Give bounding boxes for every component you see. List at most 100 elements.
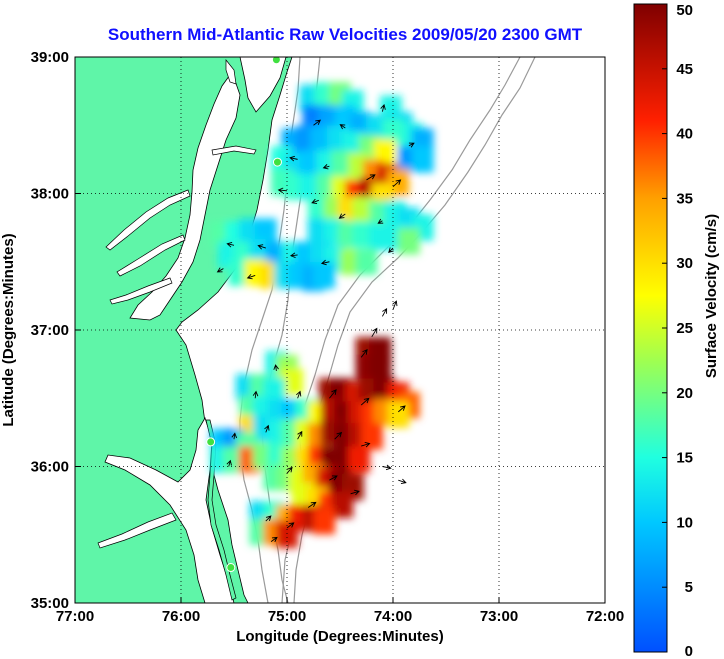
- station-marker: [272, 157, 282, 167]
- x-tick-label: 75:00: [268, 608, 306, 625]
- y-axis-label: Latitude (Degrees:Minutes): [0, 233, 17, 426]
- velocity-arrow: [408, 142, 415, 148]
- speed-cell: [373, 139, 396, 166]
- velocity-arrow: [246, 273, 256, 280]
- colorbar-tick-label: 15: [676, 450, 693, 467]
- speed-cell: [331, 491, 354, 518]
- station-marker: [206, 437, 216, 447]
- colorbar-tick-label: 25: [676, 320, 693, 337]
- x-axis-ticks: 77:00 76:00 75:00 74:00 73:00 72:00: [56, 597, 624, 625]
- y-tick-label: 35:00: [31, 595, 69, 612]
- potomac-river: [105, 189, 191, 251]
- y-tick-label: 38:00: [31, 186, 69, 203]
- x-tick-label: 77:00: [56, 608, 94, 625]
- colorbar-tick-label: 5: [685, 579, 693, 596]
- velocity-arrow: [257, 244, 266, 250]
- velocity-arrow: [289, 252, 298, 259]
- x-axis-label: Longitude (Degrees:Minutes): [236, 628, 444, 645]
- x-tick-label: 73:00: [480, 608, 518, 625]
- velocity-arrow: [264, 424, 270, 433]
- speed-cell: [382, 118, 404, 146]
- speed-cell: [313, 262, 336, 289]
- velocity-arrow: [361, 442, 371, 448]
- colorbar-tick-label: 50: [676, 2, 693, 19]
- y-tick-label: 36:00: [31, 459, 69, 476]
- y-axis-ticks: 35:00 36:00 37:00 38:00 39:00: [31, 49, 81, 612]
- velocity-arrow: [366, 174, 376, 181]
- velocity-arrow: [216, 267, 224, 273]
- speed-cell: [348, 446, 371, 473]
- velocity-vectors: [216, 103, 415, 543]
- velocity-arrow: [392, 179, 402, 188]
- speed-cell: [352, 196, 375, 224]
- velocity-arrow: [311, 198, 319, 204]
- velocity-arrow: [286, 522, 295, 529]
- speed-cell: [355, 248, 378, 275]
- y-tick-label: 39:00: [31, 49, 69, 66]
- york-river: [109, 277, 173, 305]
- velocity-arrow: [313, 119, 321, 126]
- rappahannock-river: [116, 234, 186, 277]
- delaware-bay: [239, 57, 287, 113]
- velocity-arrow: [297, 430, 303, 440]
- speed-cell: [387, 401, 410, 428]
- colorbar-label: Surface Velocity (cm/s): [703, 214, 720, 378]
- velocity-fields: [210, 81, 434, 548]
- map-axes: 77:00 76:00 75:00 74:00 73:00 72:00 35:00 36:0…: [31, 49, 625, 625]
- velocity-arrow: [339, 124, 346, 130]
- x-tick-label: 72:00: [586, 608, 624, 625]
- velocity-arrow: [322, 164, 330, 170]
- colorbar-tick-label: 0: [685, 643, 693, 659]
- velocity-arrow: [265, 515, 272, 522]
- velocity-arrow: [289, 155, 298, 162]
- x-tick-label: 76:00: [162, 608, 200, 625]
- velocity-arrow: [277, 187, 288, 194]
- speed-cell: [299, 150, 322, 177]
- colorbar-tick-label: 30: [676, 255, 693, 272]
- station-marker: [226, 563, 236, 573]
- velocity-arrow: [360, 348, 368, 358]
- speed-cell: [397, 228, 420, 255]
- velocity-arrow: [329, 475, 338, 481]
- speed-cell: [411, 146, 434, 173]
- coast-stations: [206, 57, 282, 573]
- velocity-arrow: [360, 397, 370, 406]
- velocity-arrow: [380, 103, 386, 112]
- velocity-arrow: [296, 390, 302, 399]
- upper-bay: [225, 59, 237, 85]
- x-tick-label: 74:00: [374, 608, 412, 625]
- speed-cell: [360, 423, 383, 450]
- speed-cell: [309, 125, 332, 153]
- speed-cell: [281, 368, 304, 396]
- speed-cell: [369, 354, 392, 382]
- velocity-arrow: [388, 247, 394, 253]
- velocity-arrow: [382, 307, 388, 317]
- velocity-arrow: [338, 213, 346, 219]
- speed-cell: [352, 221, 375, 248]
- colorbar-tick-label: 10: [676, 514, 693, 531]
- velocity-arrow: [350, 489, 360, 496]
- velocity-arrow: [334, 431, 343, 440]
- colorbar-tick-label: 35: [676, 190, 693, 207]
- speed-cell: [313, 507, 336, 535]
- speed-cell: [254, 218, 277, 245]
- velocity-arrow: [377, 218, 384, 224]
- velocity-arrow: [270, 536, 278, 543]
- chart-title: Southern Mid-Atlantic Raw Velocities 200…: [108, 25, 583, 44]
- velocity-arrow: [320, 259, 330, 266]
- velocity-arrow: [252, 390, 259, 399]
- colorbar-tick-label: 40: [676, 126, 693, 143]
- colorbar-tick-label: 20: [676, 385, 693, 402]
- velocity-arrow: [226, 459, 232, 467]
- colorbar-gradient: [633, 3, 668, 653]
- velocity-arrow: [307, 501, 317, 508]
- velocity-arrow: [398, 405, 406, 413]
- velocity-arrow: [398, 478, 407, 484]
- map-grid: [75, 57, 605, 603]
- choptank-river: [211, 145, 257, 156]
- speed-cell: [331, 150, 354, 177]
- chesapeake-bay: [129, 71, 241, 321]
- pamlico-inlet: [97, 512, 177, 549]
- speed-cell: [276, 521, 298, 548]
